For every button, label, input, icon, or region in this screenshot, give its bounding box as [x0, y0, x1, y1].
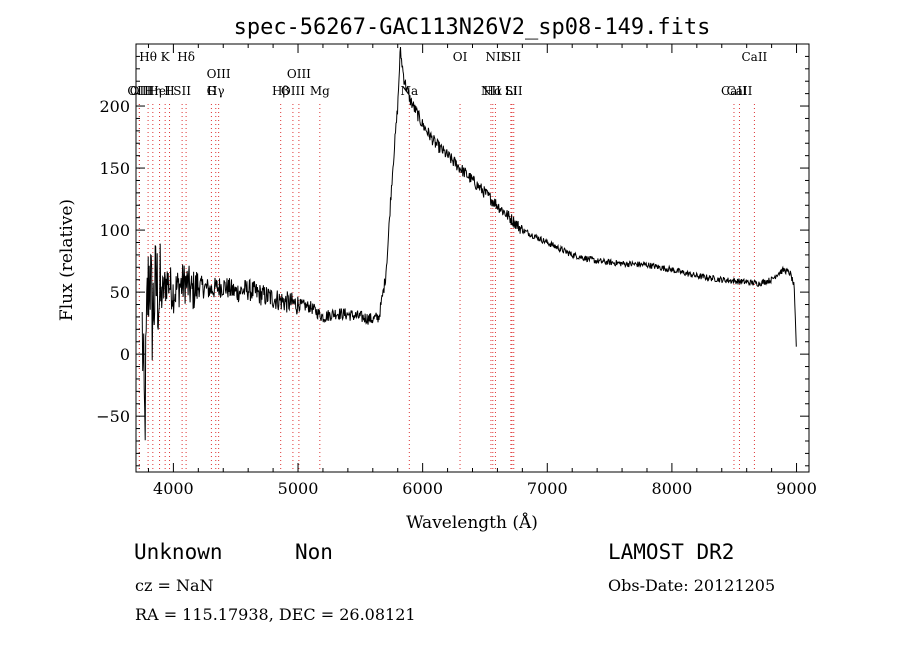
redshift-cz: cz = NaN [135, 576, 214, 595]
line-marker-label: OIII [281, 84, 305, 98]
line-marker-label: CaII [721, 84, 747, 98]
line-marker-label: OIII [287, 67, 311, 81]
line-marker-label: OI [453, 50, 468, 64]
line-marker-label: Mg [310, 84, 330, 98]
y-tick-label: 50 [110, 283, 130, 302]
spectral-subclass: Non [295, 540, 333, 564]
x-axis: 4000 5000 6000 7000 8000 9000 [147, 44, 817, 498]
chart-title: spec-56267-GAC113N26V2_sp08-149.fits [234, 15, 711, 40]
x-tick-label: 5000 [278, 479, 319, 498]
line-marker-label: OIII [127, 84, 151, 98]
spectrum-line [141, 46, 797, 441]
line-marker-label: Hη [144, 84, 162, 98]
line-marker-label: Hδ [177, 50, 195, 64]
y-axis: −50 0 50 100 150 200 [96, 55, 809, 467]
line-marker-label: CaII [727, 84, 753, 98]
line-marker-label: Hγ [207, 84, 225, 98]
line-marker-label: Hα [484, 84, 503, 98]
y-axis-label: Flux (relative) [57, 199, 77, 321]
y-tick-label: −50 [96, 407, 130, 426]
x-tick-label: 9000 [776, 479, 817, 498]
line-marker-label: OII [130, 84, 150, 98]
y-tick-label: 0 [120, 345, 130, 364]
survey-name: LAMOST DR2 [608, 540, 735, 564]
line-marker-label: SII [505, 84, 523, 98]
line-marker-label: NII [481, 84, 501, 98]
line-marker-label: K [161, 50, 171, 64]
spectral-class: Unknown [134, 540, 223, 564]
line-marker-label: CaII [741, 50, 767, 64]
y-tick-label: 100 [99, 221, 130, 240]
x-tick-label: 4000 [153, 479, 194, 498]
plot-frame [135, 43, 810, 473]
line-marker-label: SII [503, 50, 521, 64]
line-marker-label: HeI [148, 84, 171, 98]
y-tick-label: 200 [99, 97, 130, 116]
line-marker-label: Li [505, 84, 517, 98]
ra-dec: RA = 115.17938, DEC = 26.08121 [135, 605, 416, 624]
x-tick-label: 6000 [402, 479, 443, 498]
obs-date: Obs-Date: 20121205 [608, 576, 776, 595]
x-tick-label: 8000 [652, 479, 693, 498]
line-marker-label: Hβ [272, 84, 289, 98]
y-tick-label: 150 [99, 159, 130, 178]
line-marker-label: SII [173, 84, 191, 98]
line-marker-label: OIII [207, 67, 231, 81]
x-tick-label: 7000 [527, 479, 568, 498]
line-marker-label: G [207, 84, 217, 98]
line-marker-label: Hθ [139, 50, 157, 64]
x-axis-label: Wavelength (Å) [406, 512, 538, 533]
line-marker-label: NII [485, 50, 505, 64]
line-marker-label: H [164, 84, 174, 98]
